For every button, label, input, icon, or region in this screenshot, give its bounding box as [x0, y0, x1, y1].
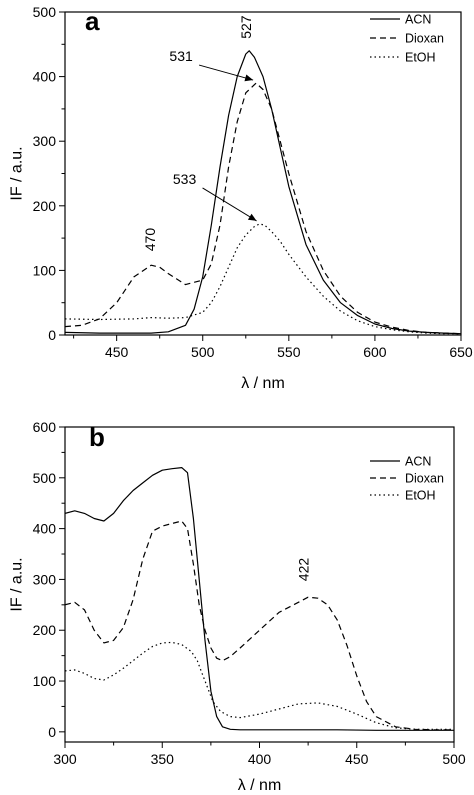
legend-label-acn: ACN	[405, 455, 431, 469]
x-tick-label: 400	[248, 751, 272, 767]
x-tick-label: 300	[53, 751, 77, 767]
annotation-arrow-line	[202, 187, 257, 222]
annotation-arrow-head	[247, 213, 257, 221]
y-tick-label: 100	[33, 673, 57, 689]
x-axis-title: λ / nm	[238, 777, 282, 794]
annotation-arrow-head	[244, 74, 254, 82]
x-tick-label: 450	[105, 344, 129, 360]
y-tick-label: 200	[33, 622, 57, 638]
peak-annotation: 533	[173, 171, 197, 187]
peak-annotation: 527	[238, 15, 254, 39]
series-group	[65, 467, 454, 731]
plot-frame	[64, 11, 462, 336]
peak-annotation: 422	[295, 558, 311, 582]
legend: ACN Dioxan EtOH	[370, 13, 444, 65]
series-line-acn	[65, 50, 461, 335]
y-tick-label: 300	[33, 571, 57, 587]
series-line-etoh	[65, 641, 454, 730]
y-tick-label: 500	[33, 470, 57, 486]
x-tick-label: 600	[363, 344, 387, 360]
chart-panel-b: 300 350 400 450 500 0 100 200 300 400 500 600 λ / nm…	[9, 419, 466, 794]
panel-label: a	[85, 6, 100, 36]
plot-frame	[64, 426, 455, 743]
peak-annotation: 531	[169, 48, 193, 64]
y-axis-title: IF / a.u.	[9, 557, 26, 611]
series-group	[65, 50, 461, 335]
y-tick-label: 400	[33, 69, 57, 85]
series-line-dioxan	[65, 82, 461, 335]
peak-annotation: 470	[142, 228, 158, 252]
y-tick-label: 400	[33, 521, 57, 537]
series-line-acn	[65, 467, 454, 731]
annotation-arrow-line	[198, 64, 254, 81]
y-tick-label: 0	[48, 327, 56, 343]
series-line-etoh	[65, 223, 461, 335]
y-tick-label: 200	[33, 198, 57, 214]
x-tick-label: 500	[442, 751, 466, 767]
y-tick-label: 300	[33, 133, 57, 149]
series-line-dioxan	[65, 520, 454, 731]
y-tick-label: 100	[33, 262, 57, 278]
legend-label-dioxan: Dioxan	[405, 32, 444, 46]
x-tick-label: 350	[151, 751, 175, 767]
legend-label-etoh: EtOH	[405, 489, 436, 503]
legend: ACN Dioxan EtOH	[370, 455, 444, 503]
x-tick-label: 650	[449, 344, 473, 360]
y-tick-label: 0	[48, 724, 56, 740]
y-tick-label: 500	[33, 4, 57, 20]
chart-panel-a: 450 500 550 600 650 0 100 200 300 400 500 λ / nm IF …	[9, 4, 473, 392]
panel-label: b	[89, 422, 105, 452]
y-axis-title: IF / a.u.	[9, 146, 26, 200]
y-tick-label: 600	[33, 419, 57, 435]
x-axis-title: λ / nm	[241, 375, 285, 392]
x-tick-label: 550	[277, 344, 301, 360]
legend-label-dioxan: Dioxan	[405, 472, 444, 486]
x-tick-label: 450	[345, 751, 369, 767]
legend-label-acn: ACN	[405, 13, 431, 27]
x-tick-label: 500	[191, 344, 215, 360]
legend-label-etoh: EtOH	[405, 51, 436, 65]
